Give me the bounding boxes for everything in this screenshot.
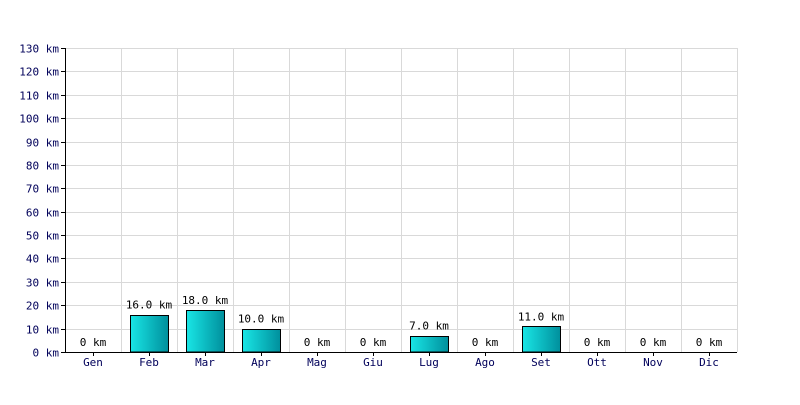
bar-set — [522, 326, 561, 353]
x-tick-label: Giu — [363, 356, 383, 369]
bar-feb — [130, 315, 169, 353]
value-label: 0 km — [304, 336, 331, 349]
value-label: 7.0 km — [409, 320, 449, 333]
y-tick-label: 0 km — [33, 347, 60, 360]
y-tick-label: 50 km — [26, 230, 59, 243]
x-tick-labels: Gen Feb Mar Apr Mag Giu Lug Ago Set Ott Nov Dic — [83, 356, 719, 369]
value-label: 0 km — [696, 336, 723, 349]
x-tick-label: Dic — [699, 356, 719, 369]
y-tick-label: 60 km — [26, 207, 59, 220]
bar-lug — [410, 336, 449, 353]
bar-mar — [186, 310, 225, 353]
value-label: 16.0 km — [126, 299, 173, 312]
y-tick-label: 20 km — [26, 300, 59, 313]
x-tick-label: Ago — [475, 356, 495, 369]
x-tick-label: Apr — [251, 356, 271, 369]
y-tick-label: 120 km — [19, 66, 59, 79]
value-label: 0 km — [584, 336, 611, 349]
value-label: 18.0 km — [182, 294, 229, 307]
axes — [61, 48, 737, 356]
y-tick-label: 100 km — [19, 113, 59, 126]
y-tick-label: 30 km — [26, 277, 59, 290]
grid-lines — [65, 48, 738, 352]
x-tick-label: Ott — [587, 356, 607, 369]
value-label: 0 km — [472, 336, 499, 349]
y-tick-label: 10 km — [26, 324, 59, 337]
y-tick-labels: 0 km 10 km 20 km 30 km 40 km 50 km 60 km 70 km 8… — [19, 43, 59, 360]
y-tick-label: 90 km — [26, 137, 59, 150]
value-labels: 0 km 16.0 km 18.0 km 10.0 km 0 km 0 km 7.0 km 0… — [80, 294, 723, 349]
value-label: 11.0 km — [518, 310, 565, 323]
x-tick-label: Lug — [419, 356, 439, 369]
x-tick-label: Gen — [83, 356, 103, 369]
y-tick-label: 70 km — [26, 183, 59, 196]
y-tick-label: 130 km — [19, 43, 59, 56]
x-tick-label: Feb — [139, 356, 159, 369]
y-tick-label: 80 km — [26, 160, 59, 173]
value-label: 0 km — [360, 336, 387, 349]
bars — [130, 310, 561, 353]
bar-apr — [242, 329, 281, 353]
value-label: 0 km — [640, 336, 667, 349]
value-label: 10.0 km — [238, 313, 285, 326]
x-tick-label: Nov — [643, 356, 663, 369]
x-tick-label: Mag — [307, 356, 327, 369]
y-tick-label: 40 km — [26, 253, 59, 266]
x-tick-label: Mar — [195, 356, 215, 369]
y-tick-label: 110 km — [19, 90, 59, 103]
x-tick-label: Set — [531, 356, 551, 369]
value-label: 0 km — [80, 336, 107, 349]
